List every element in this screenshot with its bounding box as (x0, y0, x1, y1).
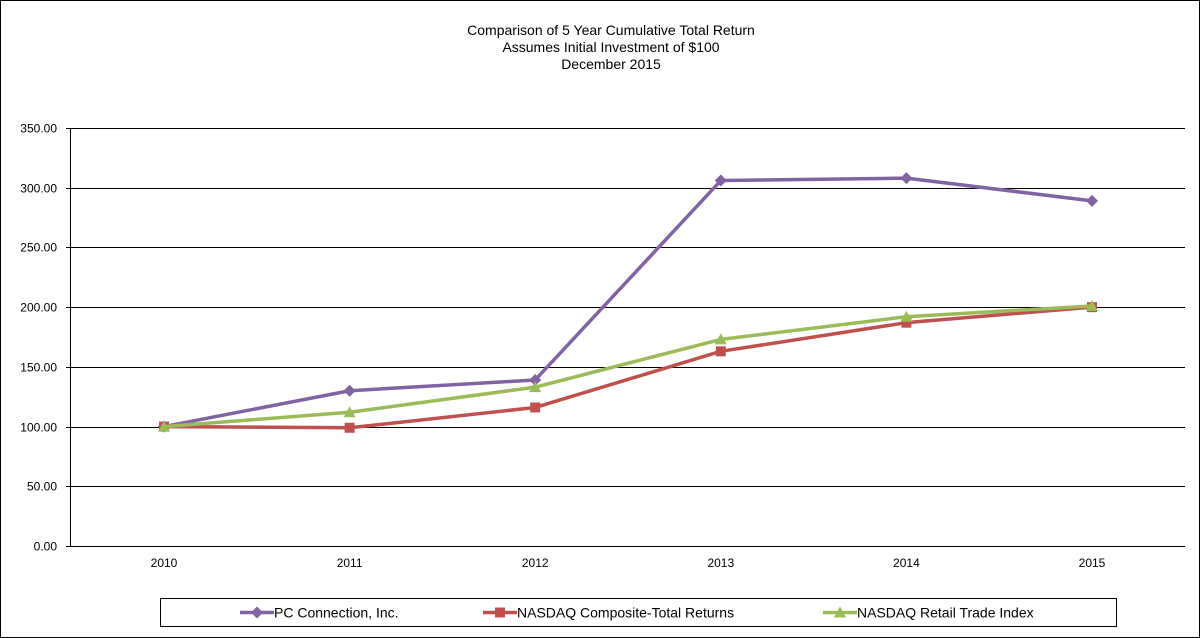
data-point (714, 174, 727, 187)
y-tick-label: 250.00 (20, 241, 57, 255)
data-point (714, 333, 727, 345)
data-point (343, 384, 356, 397)
y-tick-label: 350.00 (20, 122, 57, 136)
legend-entry: NASDAQ Retail Trade Index (823, 605, 1034, 621)
chart-title-line-1: Comparison of 5 Year Cumulative Total Re… (467, 22, 755, 38)
legend-label: NASDAQ Retail Trade Index (857, 605, 1034, 621)
legend-swatch-marker (495, 607, 505, 618)
x-tick-label: 2011 (337, 556, 363, 570)
chart-title-line-2: Assumes Initial Investment of $100 (502, 39, 719, 55)
data-point (901, 317, 912, 328)
data-point (529, 381, 542, 393)
series-line (163, 304, 1093, 429)
series-2 (158, 299, 1098, 432)
legend-label: NASDAQ Composite-Total Returns (517, 605, 734, 621)
x-tick-label: 2015 (1079, 556, 1106, 570)
data-point (343, 406, 356, 418)
y-tick-label: 0.00 (34, 540, 58, 554)
data-point (900, 310, 913, 322)
x-tick-label: 2012 (522, 556, 549, 570)
series-line (163, 176, 1093, 429)
series-lines (158, 172, 1098, 433)
data-point (344, 422, 355, 433)
series-line (163, 305, 1093, 430)
y-tick-label: 50.00 (27, 480, 57, 494)
legend-box (160, 598, 1117, 627)
x-tick-label: 2014 (893, 556, 920, 570)
data-point (158, 420, 170, 432)
x-tick-label: 2010 (151, 556, 178, 570)
data-point (900, 172, 913, 185)
series-0 (158, 172, 1098, 433)
x-tick-labels: 2010 2011 2012 2013 2014 2015 (151, 556, 1106, 570)
legend-swatch-marker (834, 606, 846, 618)
data-point (530, 402, 541, 413)
axes (70, 128, 1185, 547)
y-tick-labels: 0.00 50.00 100.00 150.00 200.00 250.00 300.00 3… (20, 122, 57, 554)
data-point (715, 346, 726, 357)
data-point (529, 373, 542, 386)
y-tick-label: 200.00 (20, 301, 57, 315)
y-tick-label: 150.00 (20, 361, 57, 375)
chart-title-line-3: December 2015 (561, 56, 661, 72)
x-tick-label: 2013 (707, 556, 734, 570)
legend-entry: NASDAQ Composite-Total Returns (483, 605, 734, 621)
data-point (1086, 194, 1098, 207)
y-tick-label: 300.00 (20, 182, 57, 196)
legend-swatch-marker (251, 606, 263, 619)
data-point (1086, 299, 1098, 311)
legend-entry: PC Connection, Inc. (240, 605, 399, 621)
y-tick-label: 100.00 (20, 421, 57, 435)
legend: PC Connection, Inc. NASDAQ Composite-Tota… (240, 605, 1034, 621)
legend-label: PC Connection, Inc. (274, 605, 399, 621)
